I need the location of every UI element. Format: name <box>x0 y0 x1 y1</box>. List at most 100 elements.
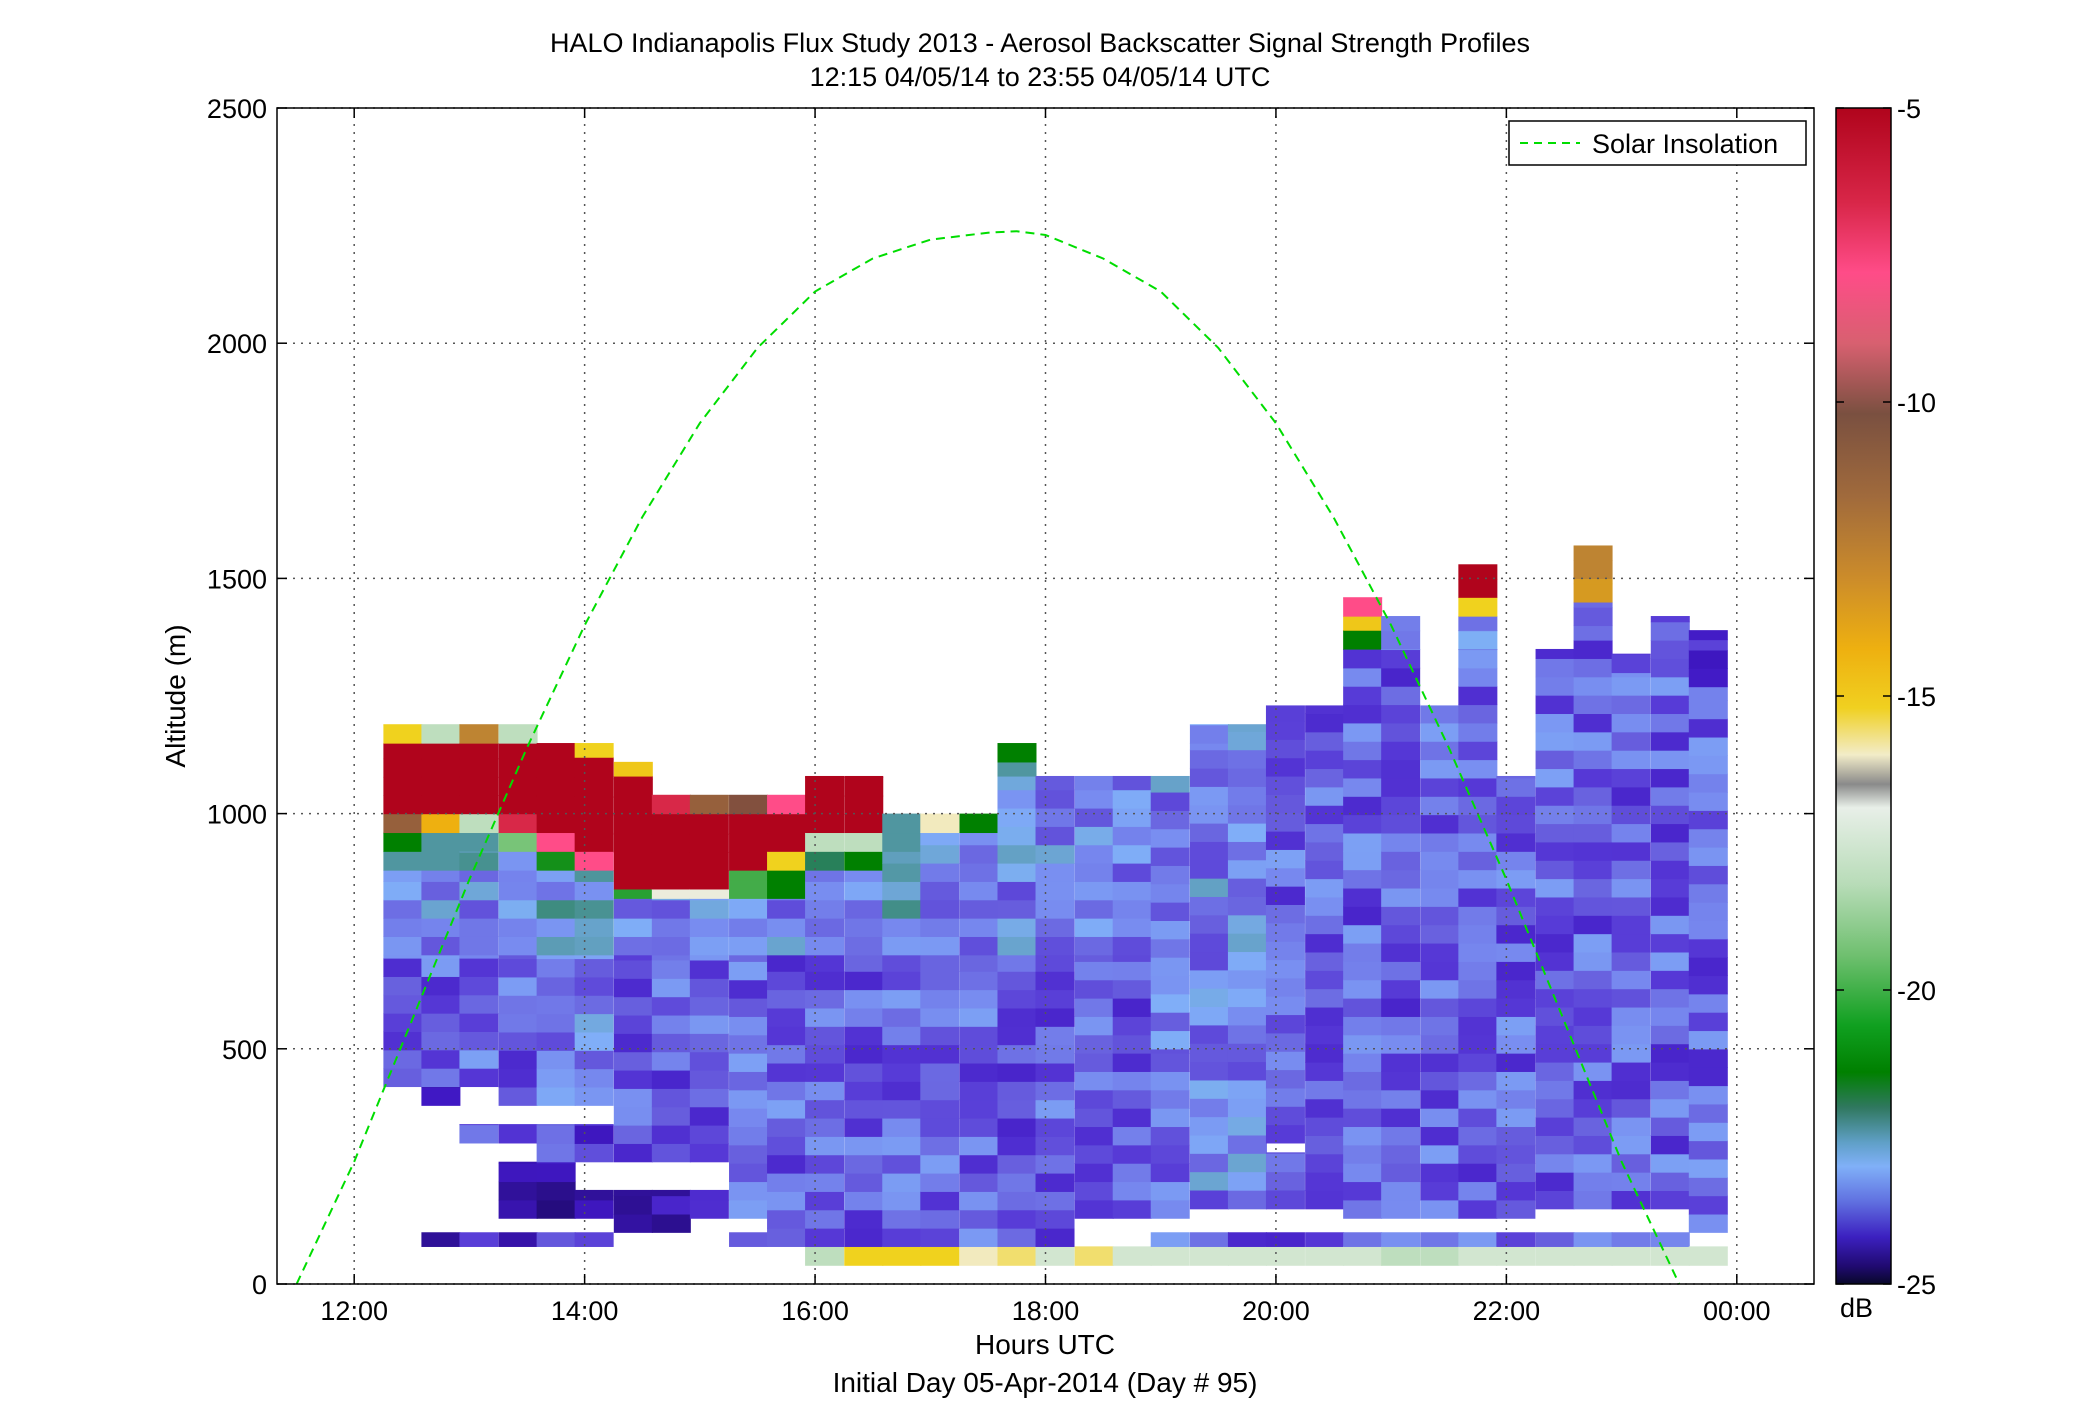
heatmap-cell <box>1688 755 1728 775</box>
heatmap-cell <box>767 794 807 796</box>
heatmap-cell <box>1189 804 1229 824</box>
heatmap-cell <box>920 1136 960 1156</box>
heatmap-cell <box>805 1117 845 1137</box>
heatmap-cell <box>1189 724 1229 726</box>
heatmap-cell <box>1611 695 1651 715</box>
heatmap-cell <box>1343 1144 1383 1164</box>
heatmap-cell <box>1112 1199 1152 1219</box>
heatmap-cell <box>1265 757 1305 777</box>
heatmap-cell <box>1265 812 1305 832</box>
heatmap-cell <box>1189 1043 1229 1063</box>
heatmap-cell <box>1458 1108 1498 1128</box>
heatmap-cell <box>651 870 691 890</box>
heatmap-cell <box>920 1044 960 1064</box>
heatmap-cell <box>1112 1053 1152 1072</box>
heatmap-cell <box>1074 979 1114 999</box>
heatmap-cell <box>1150 1232 1190 1247</box>
heatmap-cell <box>1343 1034 1383 1054</box>
heatmap-cell <box>1458 887 1498 907</box>
heatmap-cell <box>1535 695 1575 715</box>
heatmap-cell <box>1343 796 1383 816</box>
heatmap-cell <box>920 1062 960 1082</box>
heatmap-cell <box>498 918 538 937</box>
heatmap-cell <box>1496 1163 1536 1183</box>
heatmap-cell <box>1688 1195 1728 1215</box>
heatmap-cell <box>498 1086 538 1106</box>
heatmap-cell <box>1573 786 1613 806</box>
heatmap-cell <box>651 899 691 919</box>
heatmap-cell <box>1265 977 1305 997</box>
heatmap-cell <box>1381 616 1421 632</box>
heatmap-cell <box>1458 649 1498 669</box>
heatmap-cell <box>1189 1024 1229 1044</box>
x-tick-label: 12:00 <box>320 1296 388 1326</box>
heatmap-cell <box>574 958 614 978</box>
heatmap-cell <box>805 1062 845 1082</box>
heatmap-cell <box>1611 805 1651 825</box>
heatmap-cell <box>920 936 960 956</box>
legend-box <box>1508 120 1807 166</box>
heatmap-cell <box>651 1213 691 1233</box>
heatmap-cell <box>1611 654 1651 674</box>
heatmap-cell <box>729 851 769 871</box>
heatmap-cell <box>1688 639 1728 651</box>
heatmap-cell <box>1189 767 1229 787</box>
heatmap-cell <box>383 899 423 919</box>
heatmap-cell <box>805 1172 845 1192</box>
heatmap-cell <box>767 1228 807 1247</box>
heatmap-cell <box>459 814 499 834</box>
heatmap-cell <box>383 870 423 882</box>
heatmap-cell <box>1381 722 1421 742</box>
heatmap-cell <box>689 978 729 998</box>
heatmap-cell <box>805 899 845 919</box>
heatmap-cell <box>459 851 499 871</box>
heatmap-cell <box>1458 741 1498 761</box>
heatmap-cell <box>1305 915 1345 935</box>
heatmap-cell <box>1535 658 1575 678</box>
heatmap-cell <box>1112 954 1152 962</box>
heatmap-cell <box>1150 865 1190 885</box>
heatmap-cell <box>1305 951 1345 971</box>
heatmap-cell <box>1496 1053 1536 1072</box>
heatmap-cell <box>613 775 653 780</box>
heatmap-cell <box>1305 786 1345 806</box>
heatmap-cell <box>421 814 461 834</box>
heatmap-cell <box>1381 1199 1421 1219</box>
heatmap-cell <box>1381 814 1421 834</box>
heatmap-cell <box>1189 743 1229 751</box>
heatmap-cell <box>1112 979 1152 999</box>
heatmap-cell <box>1343 979 1383 999</box>
heatmap-cell <box>1420 777 1460 797</box>
heatmap-cell <box>1535 1117 1575 1136</box>
heatmap-cell <box>383 918 423 937</box>
heatmap-cell <box>997 1136 1037 1156</box>
heatmap-cell <box>651 1014 691 1034</box>
heatmap-cell <box>1573 878 1613 898</box>
heatmap-cell <box>459 1049 499 1069</box>
heatmap-cell <box>729 899 769 919</box>
heatmap-cell <box>1650 805 1690 825</box>
heatmap-cell <box>1150 920 1190 940</box>
heatmap-cell <box>613 936 653 956</box>
heatmap-cell <box>1535 1153 1575 1173</box>
heatmap-cell <box>997 1209 1037 1229</box>
heatmap-cell <box>1496 1199 1536 1219</box>
heatmap-cell <box>1458 1034 1498 1054</box>
heatmap-cell <box>882 1136 922 1156</box>
heatmap-cell <box>805 971 845 991</box>
heatmap-cell <box>574 796 614 816</box>
heatmap-cell <box>1496 1089 1536 1109</box>
heatmap-cell <box>459 881 499 901</box>
heatmap-cell <box>1035 954 1075 972</box>
heatmap-cell <box>1189 951 1229 971</box>
heatmap-cell <box>1496 777 1536 797</box>
heatmap-cell <box>844 936 884 956</box>
heatmap-cell <box>1611 1080 1651 1100</box>
heatmap-cell <box>1035 862 1075 882</box>
heatmap-cell <box>383 814 423 834</box>
heatmap-cell <box>1688 1048 1728 1068</box>
heatmap-cell <box>1611 823 1651 843</box>
heatmap-cell <box>1650 1135 1690 1155</box>
heatmap-cell <box>1343 649 1383 669</box>
heatmap-cell <box>1189 878 1229 897</box>
